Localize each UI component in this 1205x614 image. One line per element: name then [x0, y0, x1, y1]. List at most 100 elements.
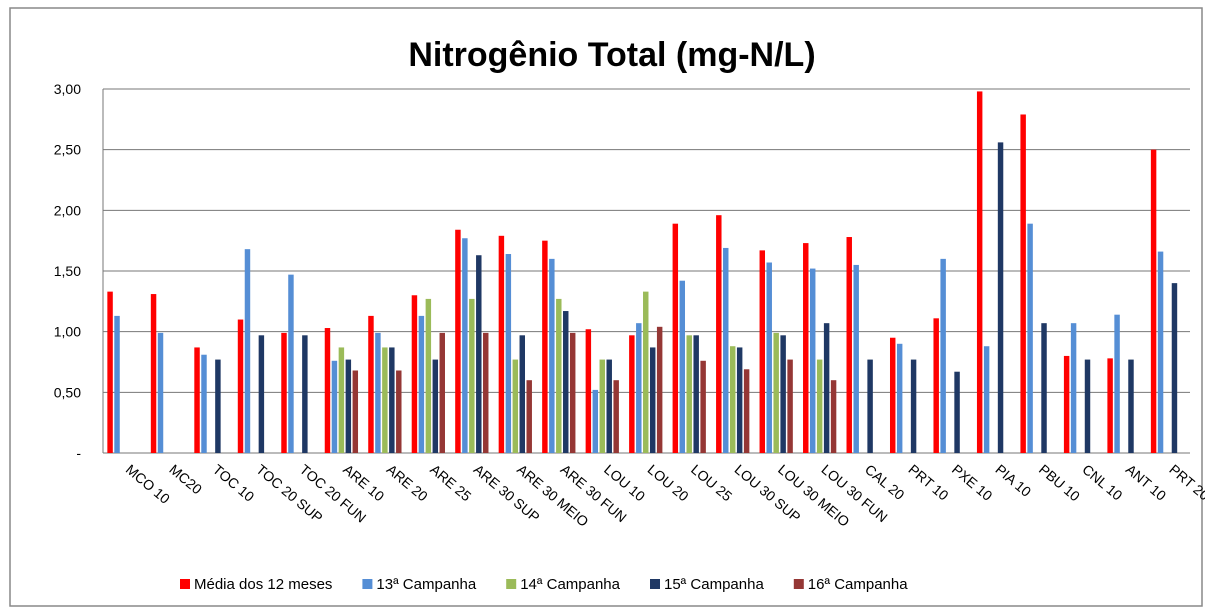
- legend-swatch: [793, 579, 804, 589]
- bar: [846, 237, 852, 453]
- bar: [194, 347, 200, 453]
- bar: [569, 332, 576, 453]
- legend-label: 13ª Campanha: [376, 576, 476, 593]
- bar: [244, 249, 251, 453]
- bar: [613, 380, 619, 453]
- bar: [331, 360, 338, 453]
- bar: [288, 274, 294, 453]
- legend-swatch: [506, 579, 517, 589]
- legend-swatch: [650, 579, 660, 589]
- bar: [743, 369, 750, 453]
- bar: [352, 370, 359, 453]
- bar: [1114, 314, 1120, 453]
- legend-swatch: [180, 579, 190, 589]
- chart-title: Nitrogênio Total (mg-N/L): [408, 36, 815, 74]
- bar: [933, 318, 939, 453]
- legend-swatch: [362, 579, 373, 589]
- y-tick-label: -: [76, 445, 81, 461]
- bar: [759, 250, 766, 453]
- bar: [585, 329, 592, 453]
- bar: [411, 295, 418, 453]
- bar: [556, 298, 562, 453]
- bar: [483, 332, 489, 453]
- bar: [983, 346, 990, 453]
- bar: [418, 315, 425, 453]
- bar: [1157, 251, 1164, 453]
- bar: [462, 238, 468, 453]
- bar: [396, 370, 402, 453]
- bar: [787, 359, 793, 453]
- bar: [773, 332, 779, 453]
- bar: [723, 247, 729, 453]
- bar: [302, 335, 308, 453]
- bar: [672, 223, 679, 453]
- bar: [1084, 359, 1091, 453]
- bar: [505, 254, 512, 453]
- bar: [1070, 323, 1077, 453]
- bar: [736, 347, 743, 453]
- bar: [954, 371, 960, 453]
- bar: [526, 380, 532, 453]
- bar: [649, 347, 656, 453]
- bar: [549, 258, 555, 453]
- bar: [780, 335, 786, 453]
- bar: [729, 346, 736, 453]
- chart-frame: [9, 7, 1203, 607]
- bar: [599, 359, 605, 453]
- bar: [693, 335, 699, 453]
- y-tick-label: 2,00: [54, 202, 81, 218]
- bar: [896, 343, 903, 453]
- bar: [114, 315, 120, 453]
- bar: [976, 91, 983, 453]
- bar: [476, 255, 482, 453]
- bar: [324, 328, 331, 453]
- bar: [542, 240, 548, 453]
- bar: [679, 280, 686, 453]
- bar: [656, 326, 663, 453]
- bar: [816, 359, 823, 453]
- bar: [716, 215, 722, 453]
- bar: [1020, 114, 1026, 453]
- bar: [345, 359, 352, 453]
- bar: [592, 389, 599, 453]
- bar: [940, 258, 946, 453]
- legend-label: 15ª Campanha: [664, 576, 764, 593]
- legend-label: 16ª Campanha: [808, 576, 908, 593]
- bar: [997, 142, 1004, 454]
- legend-label: 14ª Campanha: [520, 576, 620, 593]
- bar: [432, 359, 439, 453]
- bar: [889, 337, 896, 453]
- bar: [606, 359, 612, 453]
- bar: [686, 335, 692, 453]
- bar: [1063, 355, 1070, 453]
- bar: [512, 359, 519, 453]
- bar: [1107, 358, 1113, 453]
- bar: [700, 360, 706, 453]
- bar: [455, 229, 461, 453]
- bar: [281, 332, 287, 453]
- bar: [375, 332, 381, 453]
- bar: [1041, 323, 1047, 453]
- bar: [425, 298, 432, 453]
- bar: [389, 347, 395, 453]
- y-tick-label: 1,50: [54, 263, 81, 279]
- bar: [201, 354, 207, 453]
- bar: [910, 359, 917, 453]
- bar: [830, 380, 837, 453]
- bar: [382, 347, 388, 453]
- bar: [258, 335, 265, 453]
- bar: [563, 311, 569, 453]
- bar: [338, 347, 345, 453]
- bar: [643, 291, 649, 453]
- bar: [823, 323, 830, 453]
- bar: [1128, 359, 1134, 453]
- bar: [439, 332, 445, 453]
- bar: [1150, 149, 1157, 453]
- bar: [368, 315, 374, 453]
- bar: [809, 268, 816, 453]
- bar: [766, 262, 772, 453]
- bar: [803, 243, 809, 453]
- y-tick-label: 3,00: [54, 81, 81, 97]
- bar: [1027, 223, 1033, 453]
- bar: [237, 319, 244, 453]
